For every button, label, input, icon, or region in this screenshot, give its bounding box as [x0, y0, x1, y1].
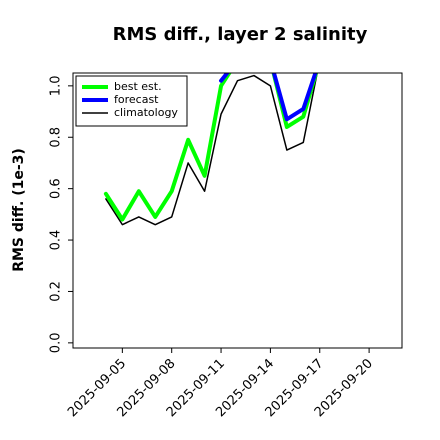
x-axis: 2025-09-052025-09-082025-09-112025-09-14… [65, 348, 376, 420]
legend-box [75, 75, 188, 127]
y-tick-label: 0.0 [49, 333, 64, 354]
y-tick-label: 0.2 [49, 281, 64, 302]
legend-label: best est. [114, 80, 162, 93]
legend-label: climatology [114, 106, 178, 119]
legend-label: forecast [114, 93, 159, 106]
y-tick-label: 0.4 [49, 230, 64, 251]
chart-title: RMS diff., layer 2 salinity [112, 24, 368, 45]
series-layer [103, 73, 319, 226]
series-line-forecast [219, 73, 318, 122]
y-tick-label: 0.8 [49, 127, 64, 148]
y-axis-label: RMS diff. (1e-3) [11, 148, 27, 272]
series-line-climatology [105, 73, 318, 226]
y-axis: 0.0 0.2 0.4 0.6 0.8 1.0 [49, 76, 73, 354]
y-tick-label: 1.0 [49, 76, 64, 97]
y-tick-label: 0.6 [49, 178, 64, 199]
plot-frame [72, 72, 403, 349]
